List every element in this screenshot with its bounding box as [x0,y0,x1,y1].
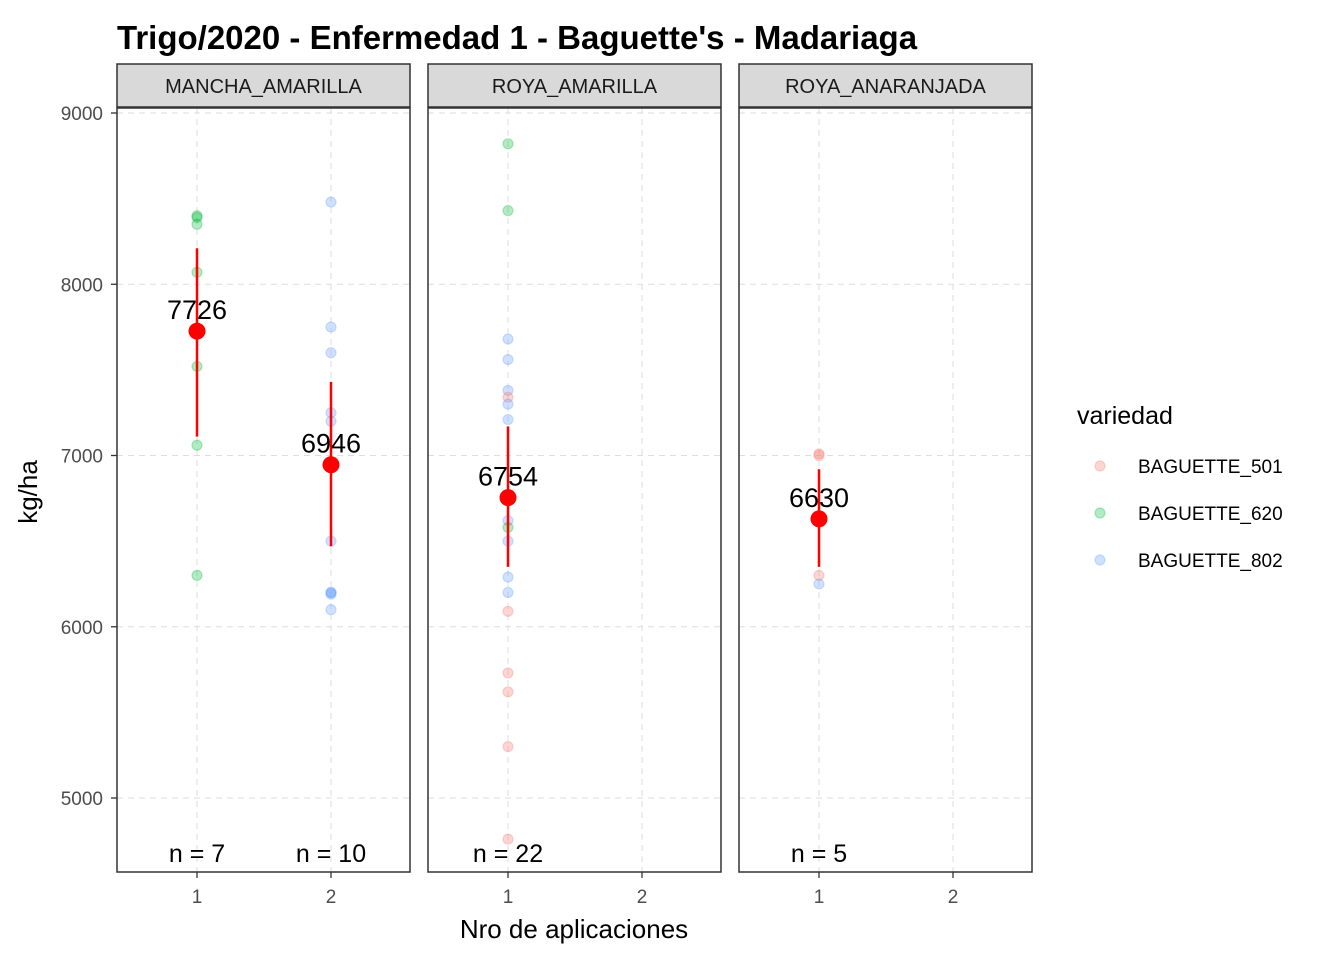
mean-label: 6630 [789,483,849,513]
y-tick-label: 9000 [61,104,103,125]
data-points [502,138,514,845]
count-label: n = 22 [473,840,543,868]
data-point [502,686,514,698]
data-point [502,586,514,599]
mean-label: 7726 [167,295,227,325]
mean-point [810,510,828,528]
x-tick-label: 2 [326,887,337,908]
data-point [502,205,514,217]
count-label: n = 7 [169,840,225,868]
facet-panel: MANCHA_AMARILLA 7726 6946 n = 7 n = 10 1 2 [116,63,411,908]
mean-label: 6754 [478,462,538,492]
data-point [191,210,203,222]
y-axis-title: kg/ha [13,460,43,524]
facet-strip-label: MANCHA_AMARILLA [165,76,362,98]
y-tick-label: 6000 [61,618,103,639]
data-point [502,413,514,426]
data-point [502,138,514,150]
x-tick-label: 2 [948,887,959,908]
panel-background [117,108,410,872]
legend-entry: BAGUETTE_501 [1094,457,1283,478]
data-point [191,439,203,451]
data-point [813,569,825,581]
data-point [502,384,514,397]
data-point [502,605,514,617]
panel-background [428,108,721,872]
chart-title: Trigo/2020 - Enfermedad 1 - Baguette's -… [117,19,918,56]
data-point [325,196,337,208]
x-tick-label: 2 [637,887,648,908]
grid-lines [428,108,721,872]
mean-label: 6946 [301,429,361,459]
y-axis: 5000 6000 7000 8000 9000 [61,104,117,810]
legend-label: BAGUETTE_501 [1138,457,1283,478]
facet-strip [427,63,722,108]
x-tick-label: 1 [814,887,825,908]
facet-panel: ROYA_ANARANJADA 6630 n = 5 1 2 [738,63,1033,908]
count-label: n = 10 [296,840,366,868]
x-tick-label: 1 [192,887,203,908]
mean-point [188,322,206,340]
data-point [502,667,514,679]
data-point [191,218,203,230]
panel-background [739,108,1032,872]
mean-point [499,489,517,507]
legend-entry: BAGUETTE_802 [1094,551,1283,572]
legend-label: BAGUETTE_620 [1138,504,1283,525]
y-tick-label: 5000 [61,789,103,810]
data-point [325,586,337,599]
grid-lines [117,108,410,872]
data-point [502,571,514,583]
panel-border [427,107,722,873]
mean-point [322,456,340,474]
data-point [325,588,337,600]
data-points [813,448,825,590]
facet-strip-label: ROYA_ANARANJADA [785,76,986,98]
legend: variedad BAGUETTE_501 BAGUETTE_620 BAGUETT… [1077,402,1283,572]
x-axis-title: Nro de aplicaciones [460,914,688,944]
data-point [191,211,203,224]
x-tick-label: 1 [503,887,514,908]
y-tick-label: 8000 [61,275,103,296]
legend-title: variedad [1077,402,1173,430]
count-label: n = 5 [791,840,847,868]
facet-strip [738,63,1033,108]
legend-entry: BAGUETTE_620 [1094,504,1283,525]
y-tick-label: 7000 [61,447,103,468]
grid-lines [739,108,1032,872]
data-point [502,333,514,345]
facet-strip [116,63,411,108]
data-point [813,448,825,460]
data-point [502,833,514,845]
data-point [813,578,825,590]
data-point [325,321,337,333]
facet-strip-label: ROYA_AMARILLA [492,76,658,98]
data-point [502,391,514,403]
data-point [502,354,514,366]
data-point [325,347,337,359]
legend-key [1094,554,1106,566]
legend-key [1094,460,1106,472]
data-point [325,604,337,616]
data-point [325,586,337,599]
data-point [191,569,203,581]
data-point [502,398,514,410]
legend-label: BAGUETTE_802 [1138,551,1283,572]
data-point [813,449,825,462]
panel-border [738,107,1033,873]
facet-panel: ROYA_AMARILLA 6754 n = 22 1 2 [427,63,722,908]
data-points [191,196,337,616]
data-point [502,741,514,753]
legend-key [1094,507,1106,519]
panel-border [116,107,411,873]
